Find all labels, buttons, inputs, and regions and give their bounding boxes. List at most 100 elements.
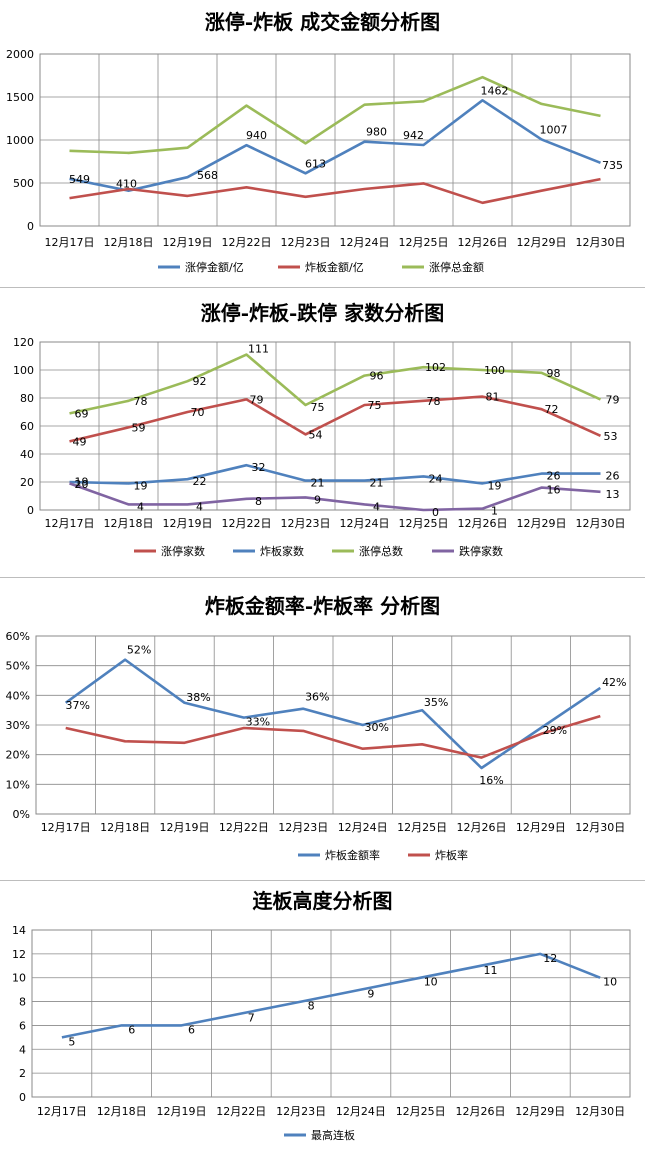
data-label: 26 bbox=[606, 470, 620, 483]
data-label: 20 bbox=[75, 478, 89, 491]
y-tick-label: 6 bbox=[19, 1019, 26, 1032]
y-tick-label: 120 bbox=[13, 336, 34, 349]
y-tick-label: 30% bbox=[6, 719, 30, 732]
series-line bbox=[69, 395, 602, 443]
data-label: 38% bbox=[186, 691, 210, 704]
chart-3-title: 炸板金额率-炸板率 分析图 bbox=[204, 594, 441, 618]
data-label: 37% bbox=[65, 699, 89, 712]
data-label: 75 bbox=[311, 401, 325, 414]
x-tick-label: 12月22日 bbox=[216, 1105, 266, 1118]
legend-label: 涨停总数 bbox=[359, 544, 403, 558]
data-label: 735 bbox=[602, 159, 623, 172]
series-line bbox=[69, 75, 601, 155]
legend-label: 涨停家数 bbox=[161, 544, 205, 558]
data-label: 19 bbox=[488, 479, 502, 492]
data-label: 410 bbox=[116, 178, 137, 191]
x-tick-label: 12月25日 bbox=[396, 1105, 446, 1118]
data-label: 16% bbox=[479, 774, 503, 787]
x-tick-label: 12月18日 bbox=[104, 517, 154, 530]
data-label: 54 bbox=[309, 428, 323, 441]
data-label: 49 bbox=[73, 435, 87, 448]
data-label: 940 bbox=[246, 129, 267, 142]
legend-label: 涨停金额/亿 bbox=[185, 260, 244, 274]
data-label: 26 bbox=[547, 470, 561, 483]
y-tick-label: 60% bbox=[6, 630, 30, 643]
x-tick-label: 12月18日 bbox=[100, 821, 150, 834]
data-label: 613 bbox=[305, 157, 326, 170]
data-label: 6 bbox=[128, 1023, 135, 1036]
data-label: 9 bbox=[367, 988, 374, 1001]
data-label: 10 bbox=[603, 976, 617, 989]
legend-label: 涨停总金额 bbox=[429, 260, 484, 274]
x-tick-label: 12月19日 bbox=[163, 236, 213, 249]
y-tick-label: 20 bbox=[20, 476, 34, 489]
x-tick-label: 12月19日 bbox=[160, 821, 210, 834]
y-tick-label: 1000 bbox=[6, 134, 34, 147]
data-label: 4 bbox=[373, 500, 380, 513]
x-tick-label: 12月17日 bbox=[37, 1105, 87, 1118]
data-label: 1462 bbox=[481, 84, 509, 97]
series-line bbox=[64, 658, 602, 770]
data-label: 9 bbox=[314, 493, 321, 506]
x-tick-label: 12月22日 bbox=[222, 517, 272, 530]
data-label: 111 bbox=[248, 343, 269, 356]
data-label: 6 bbox=[188, 1023, 195, 1036]
x-tick-label: 12月23日 bbox=[276, 1105, 326, 1118]
data-label: 19 bbox=[75, 475, 89, 488]
data-label: 98 bbox=[547, 367, 561, 380]
data-label: 35% bbox=[424, 696, 448, 709]
x-tick-label: 12月17日 bbox=[45, 236, 95, 249]
data-label: 8 bbox=[255, 495, 262, 508]
data-label: 29% bbox=[543, 724, 567, 737]
y-tick-label: 50% bbox=[6, 660, 30, 673]
data-label: 1007 bbox=[540, 123, 568, 136]
x-tick-label: 12月29日 bbox=[517, 236, 567, 249]
x-tick-label: 12月29日 bbox=[516, 821, 566, 834]
y-tick-label: 0% bbox=[13, 808, 30, 821]
data-label: 1 bbox=[491, 505, 498, 518]
data-label: 36% bbox=[305, 691, 329, 704]
x-tick-label: 12月26日 bbox=[456, 1105, 506, 1118]
legend-label: 跌停家数 bbox=[459, 544, 503, 558]
data-label: 69 bbox=[75, 407, 89, 420]
series-line bbox=[69, 353, 602, 415]
x-tick-label: 12月19日 bbox=[157, 1105, 207, 1118]
data-label: 78 bbox=[427, 395, 441, 408]
y-tick-label: 4 bbox=[19, 1043, 26, 1056]
y-tick-label: 20% bbox=[6, 749, 30, 762]
series-line bbox=[69, 99, 601, 192]
legend-label: 炸板家数 bbox=[260, 544, 304, 558]
chart-4: 0 2 4 6 8 10 12 14 12月17日 12月18日 12月19日 12月22日 12月23… bbox=[12, 924, 631, 1142]
data-label: 32 bbox=[252, 461, 266, 474]
data-label: 96 bbox=[370, 370, 384, 383]
y-tick-label: 12 bbox=[12, 948, 26, 961]
data-label: 11 bbox=[484, 964, 498, 977]
x-tick-label: 12月26日 bbox=[457, 821, 507, 834]
series-line bbox=[69, 482, 601, 512]
x-tick-label: 12月18日 bbox=[97, 1105, 147, 1118]
series-line bbox=[61, 952, 601, 1039]
x-tick-label: 12月22日 bbox=[222, 236, 272, 249]
data-label: 12 bbox=[543, 952, 557, 965]
x-tick-label: 12月22日 bbox=[219, 821, 269, 834]
chart-1-title: 涨停-炸板 成交金额分析图 bbox=[204, 10, 441, 34]
y-tick-label: 1500 bbox=[6, 91, 34, 104]
y-tick-label: 2 bbox=[19, 1067, 26, 1080]
x-tick-label: 12月24日 bbox=[340, 236, 390, 249]
data-label: 79 bbox=[606, 393, 620, 406]
x-tick-label: 12月24日 bbox=[338, 821, 388, 834]
data-label: 4 bbox=[196, 500, 203, 513]
y-tick-label: 500 bbox=[13, 177, 34, 190]
series-line bbox=[65, 714, 601, 759]
data-label: 53 bbox=[604, 430, 618, 443]
data-label: 78 bbox=[134, 395, 148, 408]
x-tick-label: 12月26日 bbox=[458, 236, 508, 249]
data-label: 52% bbox=[127, 644, 151, 657]
x-tick-label: 12月25日 bbox=[399, 517, 449, 530]
series-line bbox=[69, 463, 601, 485]
data-label: 79 bbox=[250, 393, 264, 406]
data-label: 0 bbox=[432, 506, 439, 519]
chart-2-divider bbox=[0, 577, 645, 578]
legend-label: 炸板金额率 bbox=[325, 848, 380, 862]
